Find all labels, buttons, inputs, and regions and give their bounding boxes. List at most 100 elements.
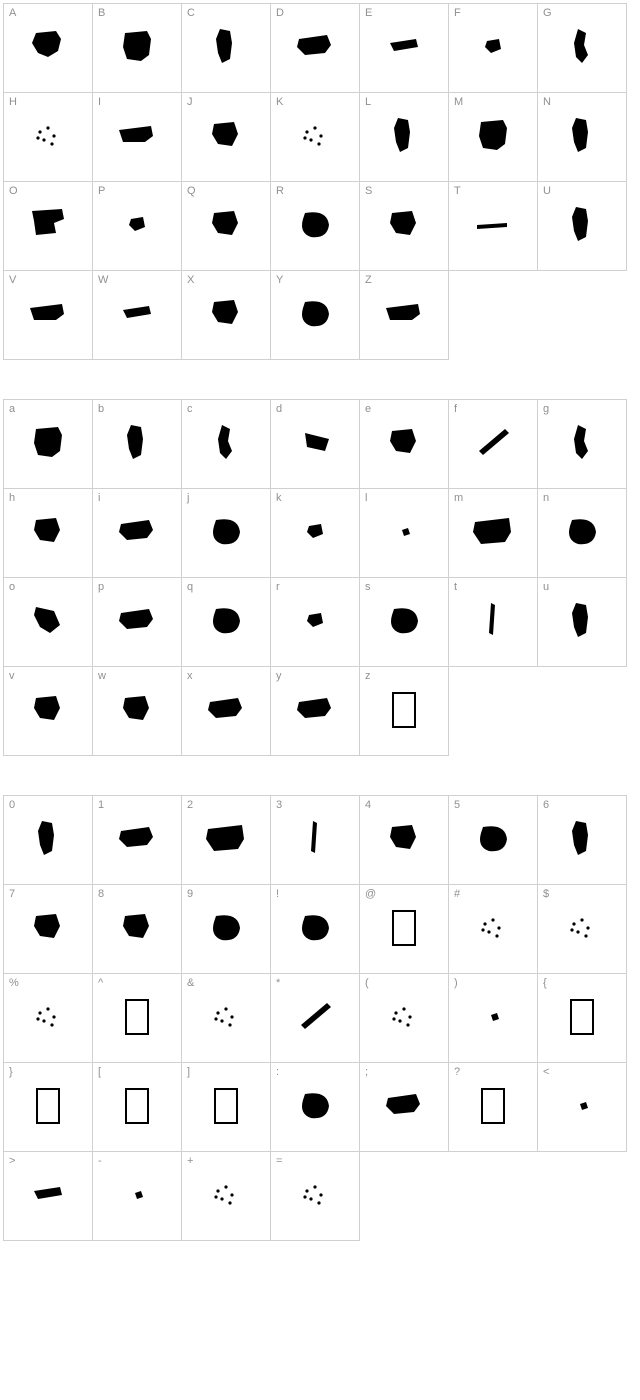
- char-cell[interactable]: j: [181, 488, 271, 578]
- char-cell[interactable]: h: [3, 488, 93, 578]
- char-cell[interactable]: b: [92, 399, 182, 489]
- char-cell[interactable]: Q: [181, 181, 271, 271]
- char-label: J: [187, 96, 193, 108]
- char-cell[interactable]: k: [270, 488, 360, 578]
- char-cell[interactable]: B: [92, 3, 182, 93]
- char-cell[interactable]: u: [537, 577, 627, 667]
- char-cell[interactable]: z: [359, 666, 449, 756]
- char-cell[interactable]: K: [270, 92, 360, 182]
- char-cell[interactable]: r: [270, 577, 360, 667]
- char-cell[interactable]: !: [270, 884, 360, 974]
- char-cell[interactable]: 1: [92, 795, 182, 885]
- char-cell[interactable]: c: [181, 399, 271, 489]
- char-cell[interactable]: G: [537, 3, 627, 93]
- char-cell[interactable]: s: [359, 577, 449, 667]
- char-cell[interactable]: F: [448, 3, 538, 93]
- char-cell[interactable]: t: [448, 577, 538, 667]
- char-cell[interactable]: C: [181, 3, 271, 93]
- char-cell[interactable]: J: [181, 92, 271, 182]
- char-cell[interactable]: P: [92, 181, 182, 271]
- char-cell[interactable]: #: [448, 884, 538, 974]
- char-cell[interactable]: 5: [448, 795, 538, 885]
- char-cell[interactable]: @: [359, 884, 449, 974]
- char-cell[interactable]: ): [448, 973, 538, 1063]
- char-cell[interactable]: +: [181, 1151, 271, 1241]
- char-cell[interactable]: e: [359, 399, 449, 489]
- char-cell[interactable]: -: [92, 1151, 182, 1241]
- char-cell[interactable]: x: [181, 666, 271, 756]
- char-cell[interactable]: q: [181, 577, 271, 667]
- char-cell[interactable]: >: [3, 1151, 93, 1241]
- char-cell[interactable]: }: [3, 1062, 93, 1152]
- glyph-scatter-dots: [4, 992, 92, 1042]
- char-cell[interactable]: S: [359, 181, 449, 271]
- char-cell[interactable]: d: [270, 399, 360, 489]
- char-cell[interactable]: ]: [181, 1062, 271, 1152]
- glyph-blob-small: [93, 200, 181, 250]
- char-cell[interactable]: :: [270, 1062, 360, 1152]
- char-cell[interactable]: f: [448, 399, 538, 489]
- char-cell[interactable]: (: [359, 973, 449, 1063]
- glyph-blob-tiny: [449, 992, 537, 1042]
- char-label: <: [543, 1066, 549, 1078]
- char-cell[interactable]: 6: [537, 795, 627, 885]
- char-cell[interactable]: <: [537, 1062, 627, 1152]
- char-cell[interactable]: A: [3, 3, 93, 93]
- char-cell[interactable]: O: [3, 181, 93, 271]
- char-label: *: [276, 977, 280, 989]
- char-label: ^: [98, 977, 103, 989]
- glyph-blob-square: [449, 111, 537, 161]
- char-cell[interactable]: 3: [270, 795, 360, 885]
- char-cell[interactable]: m: [448, 488, 538, 578]
- char-cell[interactable]: Y: [270, 270, 360, 360]
- char-cell[interactable]: o: [3, 577, 93, 667]
- char-cell[interactable]: T: [448, 181, 538, 271]
- char-cell[interactable]: a: [3, 399, 93, 489]
- char-cell[interactable]: ;: [359, 1062, 449, 1152]
- char-cell[interactable]: D: [270, 3, 360, 93]
- char-cell[interactable]: 2: [181, 795, 271, 885]
- char-cell[interactable]: $: [537, 884, 627, 974]
- char-cell[interactable]: l: [359, 488, 449, 578]
- char-cell[interactable]: 9: [181, 884, 271, 974]
- char-cell[interactable]: i: [92, 488, 182, 578]
- char-cell[interactable]: 8: [92, 884, 182, 974]
- char-cell[interactable]: V: [3, 270, 93, 360]
- char-cell[interactable]: H: [3, 92, 93, 182]
- glyph-blob-tiny: [93, 1170, 181, 1220]
- glyph-blob-vthin: [449, 596, 537, 646]
- char-cell[interactable]: 0: [3, 795, 93, 885]
- char-cell[interactable]: [: [92, 1062, 182, 1152]
- char-cell[interactable]: N: [537, 92, 627, 182]
- char-cell[interactable]: U: [537, 181, 627, 271]
- char-cell[interactable]: n: [537, 488, 627, 578]
- char-cell[interactable]: 7: [3, 884, 93, 974]
- char-cell[interactable]: w: [92, 666, 182, 756]
- char-cell[interactable]: X: [181, 270, 271, 360]
- char-cell[interactable]: Z: [359, 270, 449, 360]
- char-cell[interactable]: R: [270, 181, 360, 271]
- char-cell[interactable]: 4: [359, 795, 449, 885]
- char-cell[interactable]: =: [270, 1151, 360, 1241]
- char-cell[interactable]: &: [181, 973, 271, 1063]
- glyph-blob-slug: [360, 22, 448, 72]
- char-cell[interactable]: ^: [92, 973, 182, 1063]
- char-cell[interactable]: E: [359, 3, 449, 93]
- glyph-blob-tall: [93, 418, 181, 468]
- char-cell[interactable]: *: [270, 973, 360, 1063]
- glyph-blob-tall2: [182, 418, 270, 468]
- char-cell[interactable]: L: [359, 92, 449, 182]
- undefined-glyph-box: [36, 1088, 60, 1124]
- char-cell[interactable]: %: [3, 973, 93, 1063]
- char-cell[interactable]: y: [270, 666, 360, 756]
- char-label: ): [454, 977, 458, 989]
- char-cell[interactable]: {: [537, 973, 627, 1063]
- char-cell[interactable]: p: [92, 577, 182, 667]
- glyph-blob-med: [4, 903, 92, 953]
- char-cell[interactable]: I: [92, 92, 182, 182]
- char-cell[interactable]: M: [448, 92, 538, 182]
- char-cell[interactable]: v: [3, 666, 93, 756]
- char-cell[interactable]: ?: [448, 1062, 538, 1152]
- char-cell[interactable]: W: [92, 270, 182, 360]
- char-cell[interactable]: g: [537, 399, 627, 489]
